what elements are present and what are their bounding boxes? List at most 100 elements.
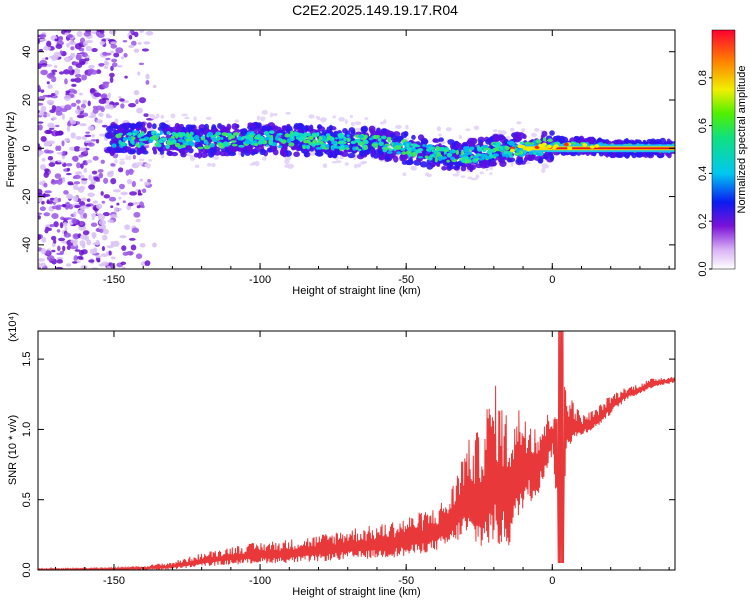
noise-blob (92, 155, 99, 161)
band-blob (541, 130, 548, 137)
noise-blob (38, 196, 43, 203)
core-blob (184, 133, 188, 137)
noise-blob (213, 156, 219, 160)
heatmap-area (38, 30, 675, 269)
core-blob (505, 147, 510, 151)
band-blob (513, 134, 519, 142)
noise-blob (38, 84, 41, 90)
noise-blob (79, 174, 85, 180)
noise-blob (110, 264, 116, 269)
bottom-ytick-label: 0.5 (21, 492, 33, 507)
noise-blob (82, 212, 88, 219)
noise-blob (51, 54, 57, 62)
tone-blob (567, 146, 573, 150)
noise-blob (344, 118, 348, 125)
noise-blob (59, 221, 64, 229)
tone-blob (517, 144, 523, 149)
noise-blob (40, 164, 46, 171)
tone-blob (534, 145, 540, 150)
noise-blob (38, 212, 43, 216)
noise-blob (105, 115, 113, 119)
noise-blob (120, 103, 125, 109)
noise-blob (128, 168, 134, 175)
band-blob (317, 124, 322, 130)
band-blob (604, 139, 610, 144)
band-blob (328, 124, 333, 131)
core-blob (151, 132, 155, 136)
noise-blob (76, 30, 83, 38)
top-plot-frame (37, 29, 676, 270)
noise-blob (59, 50, 63, 55)
band-blob (272, 149, 279, 156)
band-blob (197, 152, 203, 159)
core-blob (383, 147, 391, 150)
noise-blob (75, 171, 82, 175)
core-blob (231, 143, 238, 147)
noise-blob (71, 155, 79, 161)
band-blob (118, 127, 125, 133)
core-blob (211, 143, 215, 148)
noise-blob (445, 127, 452, 132)
noise-blob (136, 107, 143, 114)
noise-blob (473, 125, 480, 131)
noise-blob (136, 161, 144, 166)
colorbar-tick-label: 0.6 (697, 118, 709, 133)
band-blob (120, 149, 127, 154)
tone-blob (527, 146, 533, 151)
core-blob (446, 159, 450, 163)
band-blob (360, 126, 368, 134)
band-blob (333, 150, 341, 155)
noise-blob (43, 45, 51, 51)
noise-blob (88, 259, 95, 263)
core-blob (352, 146, 357, 151)
noise-blob (137, 71, 141, 76)
noise-blob (81, 178, 88, 181)
band-blob (241, 128, 248, 136)
noise-blob (49, 197, 55, 201)
noise-blob (73, 211, 77, 218)
noise-blob (120, 56, 125, 60)
core-blob (386, 136, 392, 141)
noise-blob (101, 124, 108, 128)
noise-blob (70, 132, 76, 139)
core-blob (224, 133, 229, 137)
noise-blob (91, 232, 97, 238)
core-blob (312, 139, 318, 145)
noise-blob (123, 52, 128, 58)
band-blob (158, 147, 163, 153)
noise-blob (96, 213, 102, 216)
noise-blob (137, 41, 142, 45)
core-blob (350, 140, 357, 145)
noise-blob (83, 31, 92, 37)
noise-blob (70, 119, 77, 125)
noise-blob (87, 71, 92, 77)
noise-blob (46, 129, 53, 134)
noise-blob (119, 160, 126, 165)
band-blob (394, 135, 399, 141)
noise-blob (129, 30, 134, 34)
noise-blob (110, 65, 114, 71)
bottom-y-multiplier: (x10⁴) (7, 312, 19, 342)
noise-blob (119, 235, 127, 239)
noise-blob (67, 121, 71, 128)
core-blob (345, 147, 350, 151)
noise-blob (143, 41, 151, 45)
core-blob (346, 134, 350, 137)
noise-blob (136, 205, 141, 209)
noise-blob (99, 41, 106, 46)
noise-blob (143, 113, 149, 118)
noise-blob (73, 145, 81, 152)
noise-blob (79, 240, 86, 247)
noise-blob (85, 45, 92, 52)
noise-blob (131, 227, 140, 233)
noise-blob (61, 113, 65, 120)
noise-blob (43, 171, 49, 178)
noise-blob (92, 242, 101, 246)
band-blob (185, 124, 192, 130)
bottom-ytick-label: 1.0 (21, 422, 33, 437)
noise-blob (63, 56, 72, 63)
noise-blob (78, 154, 84, 158)
band-blob (349, 136, 355, 142)
band-blob (228, 151, 237, 157)
noise-blob (284, 155, 292, 161)
